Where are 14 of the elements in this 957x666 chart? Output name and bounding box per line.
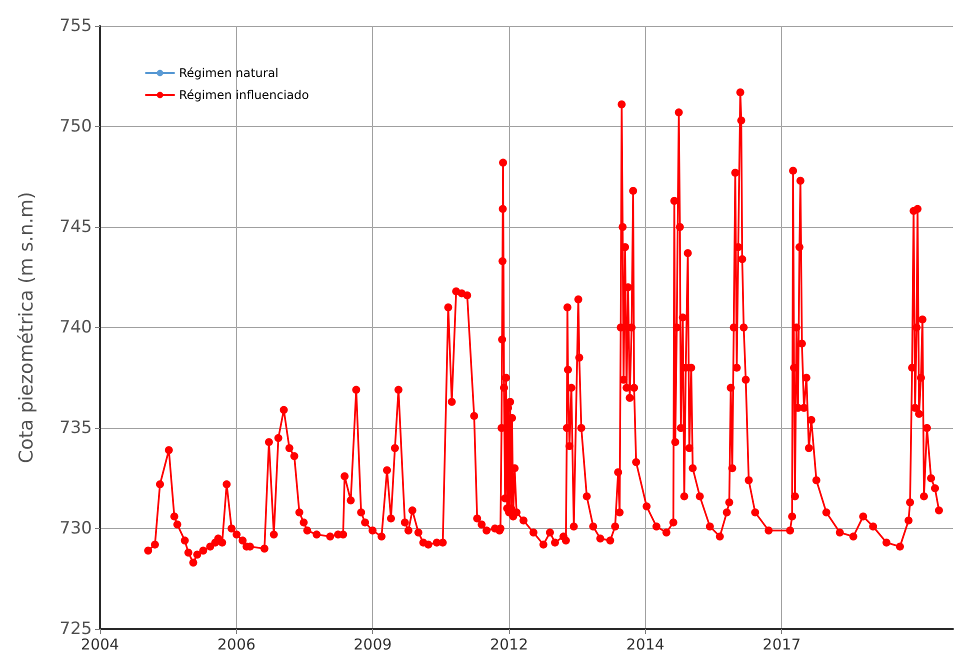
y-tick-label: 750 xyxy=(60,116,92,136)
y-tick-label: 740 xyxy=(60,318,92,338)
y-tick-label: 745 xyxy=(60,217,92,237)
x-tick-label: 2012 xyxy=(490,636,528,654)
x-tick-label: 2009 xyxy=(354,636,392,654)
legend-label: Régimen natural xyxy=(179,66,279,80)
x-tick-label: 2006 xyxy=(217,636,256,654)
y-tick-label: 755 xyxy=(60,16,92,36)
y-tick-label: 730 xyxy=(60,518,92,538)
x-tick-label: 2017 xyxy=(762,636,801,654)
legend-label: Régimen influenciado xyxy=(179,88,309,102)
y-axis-title: Cota piezométrica (m s.n.m) xyxy=(16,192,38,464)
y-tick-label: 735 xyxy=(60,418,92,438)
x-tick-label: 2014 xyxy=(626,636,664,654)
